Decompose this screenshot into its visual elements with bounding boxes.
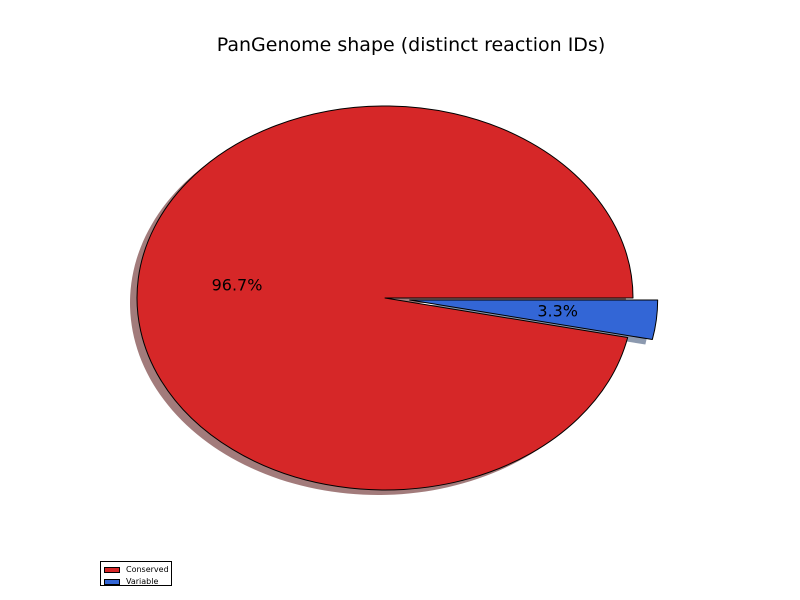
pie-slice-variable: [409, 299, 659, 341]
legend-entry-variable: Variable: [104, 576, 171, 588]
legend-swatch-conserved: [104, 567, 120, 573]
slice-label-variable: 3.3%: [537, 301, 578, 320]
legend-entry-conserved: Conserved: [104, 564, 171, 576]
label-layer: 96.7% 3.3%: [212, 276, 578, 321]
legend-label-conserved: Conserved: [126, 565, 169, 574]
slice-label-conserved: 96.7%: [212, 276, 263, 295]
legend-label-variable: Variable: [126, 577, 159, 586]
legend: Conserved Variable: [100, 561, 172, 586]
slice-layer: [136, 105, 659, 491]
pie-slice-conserved: [136, 105, 634, 491]
legend-swatch-variable: [104, 579, 120, 585]
chart-title: PanGenome shape (distinct reaction IDs): [216, 34, 606, 56]
